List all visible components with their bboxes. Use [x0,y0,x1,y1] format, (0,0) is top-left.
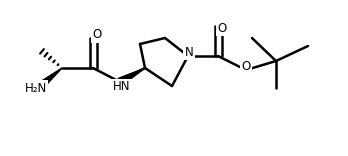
Text: HN: HN [113,80,131,93]
Polygon shape [118,68,145,85]
Text: O: O [242,61,251,73]
Polygon shape [35,68,62,91]
Text: H₂N: H₂N [25,81,47,95]
Text: N: N [185,46,193,58]
Text: O: O [92,29,102,41]
Text: O: O [218,22,227,34]
